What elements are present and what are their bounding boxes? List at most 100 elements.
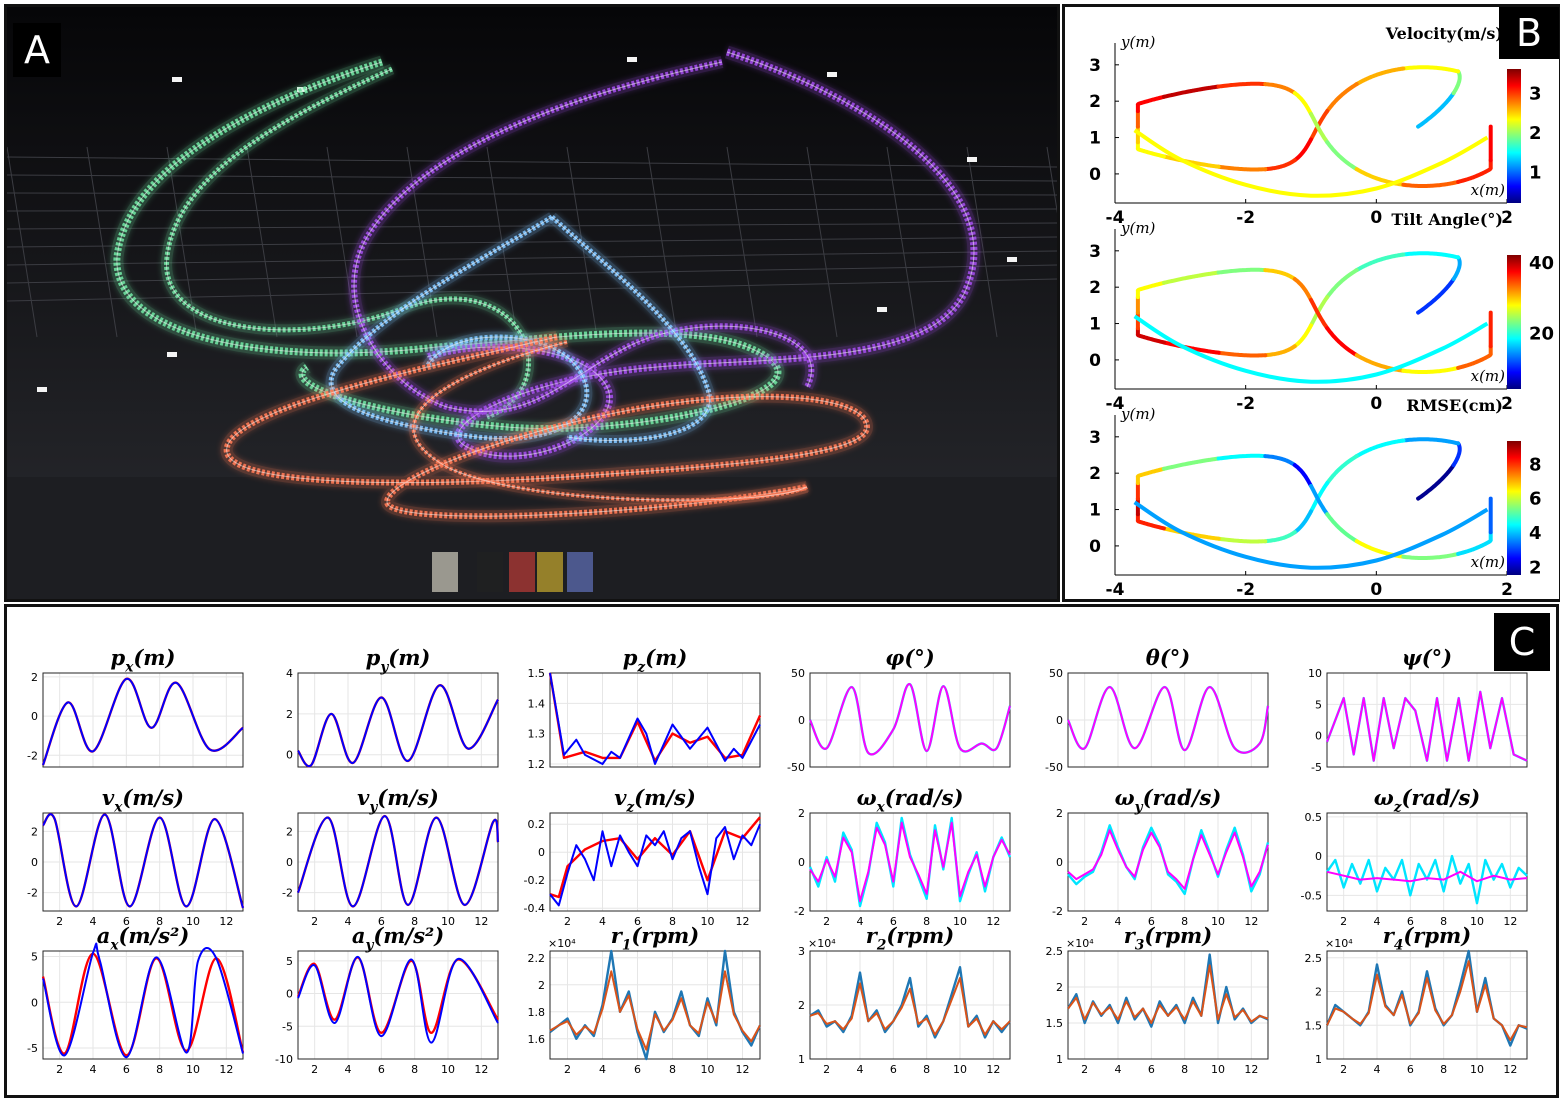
trajectory-segment — [1135, 512, 1166, 531]
x-tick-label: 6 — [1407, 915, 1414, 928]
y-tick-label: 0.5 — [1305, 811, 1323, 824]
x-tick-label: 2 — [1501, 580, 1513, 599]
series-line — [549, 949, 762, 1061]
y-tick-label: -0.2 — [524, 874, 545, 887]
trajectory-segment — [1325, 140, 1359, 172]
y-tick-label: 1.6 — [528, 1033, 546, 1046]
trajectory-segment — [1401, 179, 1461, 188]
colorbar — [1507, 69, 1521, 203]
poster — [567, 552, 593, 592]
timeseries-plot-8: -2 0 2 2 4 6 8 10 12 vy(m/s) — [282, 785, 500, 928]
x-tick-label: 10 — [1211, 915, 1225, 928]
trajectory-segment — [1309, 483, 1330, 517]
timeseries-plot-4: -50 0 50 φ(°) — [787, 645, 1012, 774]
x-tick-label: 12 — [219, 915, 233, 928]
timeseries-plot-12: -0.5 0 0.5 2 4 6 8 10 12 ωz(rad/s) — [1301, 785, 1528, 928]
light-trail-core — [116, 61, 779, 430]
ceiling-light — [172, 77, 182, 82]
light-trail-core — [413, 341, 808, 501]
y-tick-label: 2.5 — [1305, 952, 1323, 965]
y-tick-label: 5 — [31, 950, 38, 963]
y-tick-label: 2 — [798, 999, 805, 1012]
x-tick-label: 4 — [599, 915, 606, 928]
trajectory-segment — [1292, 277, 1313, 302]
x-tick-label: -2 — [1236, 394, 1255, 414]
trajectory-segment — [1135, 326, 1166, 345]
series-line — [1326, 690, 1528, 762]
y-tick-label: 0 — [31, 996, 38, 1009]
x-tick-label: 0 — [1370, 208, 1382, 228]
series-line — [1326, 870, 1528, 883]
trajectory-segment — [1263, 344, 1297, 358]
y-tick-label: 3 — [1089, 242, 1101, 262]
y-tick-label: 0 — [1056, 714, 1063, 727]
x-tick-label: 2 — [311, 1063, 318, 1076]
plot-title: vz(m/s) — [614, 785, 696, 815]
colorbar — [1507, 255, 1521, 389]
poster — [537, 552, 563, 592]
x-tick-label: 12 — [986, 915, 1000, 928]
exponent-label: ×10⁴ — [548, 937, 576, 950]
plot-title: r2(rpm) — [866, 923, 954, 953]
x-tick-label: 10 — [441, 1063, 455, 1076]
y-tick-label: -50 — [787, 761, 805, 774]
x-tick-label: -4 — [1106, 208, 1125, 228]
timeseries-plot-1: -2 0 2 px(m) — [27, 645, 244, 768]
y-tick-label: 2 — [798, 807, 805, 820]
trajectory-segment — [1401, 551, 1461, 560]
trajectory-segment — [1161, 456, 1221, 471]
plot-title: ωx(rad/s) — [857, 785, 964, 815]
series-line — [42, 677, 244, 766]
x-tick-label: 10 — [953, 1063, 967, 1076]
plot-title: py(m) — [366, 645, 431, 675]
poster — [432, 552, 458, 592]
trajectory-segment — [1216, 536, 1268, 544]
x-tick-label: 10 — [1470, 915, 1484, 928]
trajectory-segment — [1354, 252, 1406, 273]
trajectory-segment — [1292, 463, 1313, 488]
y-tick-label: 2 — [31, 671, 38, 684]
x-tick-label: 4 — [90, 915, 97, 928]
plot-title: ψ(°) — [1402, 645, 1452, 670]
x-tick-label: 8 — [411, 915, 418, 928]
trajectory-segment — [1325, 268, 1359, 300]
colorbar-tick-label: 20 — [1529, 324, 1554, 345]
y-tick-label: 0 — [798, 714, 805, 727]
series-line — [549, 823, 761, 907]
series-line — [41, 952, 245, 1057]
timeseries-plot-5: -50 0 50 θ(°) — [1045, 645, 1270, 774]
series-line — [42, 942, 244, 1059]
y-tick-label: 5 — [1315, 698, 1322, 711]
plot-title: θ(°) — [1146, 645, 1190, 670]
plot-frame — [1326, 812, 1528, 912]
timeseries-plot-10: -2 0 2 2 4 6 8 10 12 ωx(rad/s) — [794, 785, 1012, 928]
x-tick-label: 12 — [986, 1063, 1000, 1076]
panel-label-c: C — [1494, 613, 1550, 671]
x-tick-label: 8 — [156, 1063, 163, 1076]
series-line — [297, 815, 499, 908]
ceiling-light — [37, 387, 47, 392]
trajectory-segment — [1451, 255, 1462, 282]
y-tick-label: 1.5 — [1046, 1017, 1064, 1030]
trajectory-panel: -4 -2 0 2 0 1 2 3 y(m) x(m) Velocity(m/s) 1 2 3 -4 -2 0 2… — [1062, 4, 1560, 602]
colorbar-tick-label: 8 — [1529, 454, 1542, 475]
plot-title: RMSE(cm) — [1406, 396, 1503, 415]
y-tick-label: 1 — [1089, 501, 1101, 521]
y-tick-label: -0.4 — [524, 902, 545, 915]
ceiling-light — [167, 352, 177, 357]
x-axis-label: x(m) — [1471, 367, 1506, 385]
timeseries-panel: -2 0 2 px(m) 0 2 4 py(m) 1.2 1.3 1.4 1.5 pz(m) -50 0 50… — [4, 604, 1559, 1098]
y-tick-label: 3 — [798, 945, 805, 958]
y-tick-label: -0.5 — [1301, 889, 1322, 902]
x-tick-label: 4 — [857, 1063, 864, 1076]
x-tick-label: 2 — [564, 1063, 571, 1076]
y-tick-label: 1.4 — [528, 697, 546, 710]
x-tick-label: 10 — [1470, 1063, 1484, 1076]
colorbar-tick-label: 1 — [1529, 162, 1542, 183]
timeseries-plots: -202px(m)024py(m)1.21.31.41.5pz(m)-50050… — [27, 645, 1528, 1076]
light-trail-core — [426, 51, 975, 457]
trajectory-segment — [1135, 280, 1166, 300]
x-tick-label: 2 — [1340, 915, 1347, 928]
